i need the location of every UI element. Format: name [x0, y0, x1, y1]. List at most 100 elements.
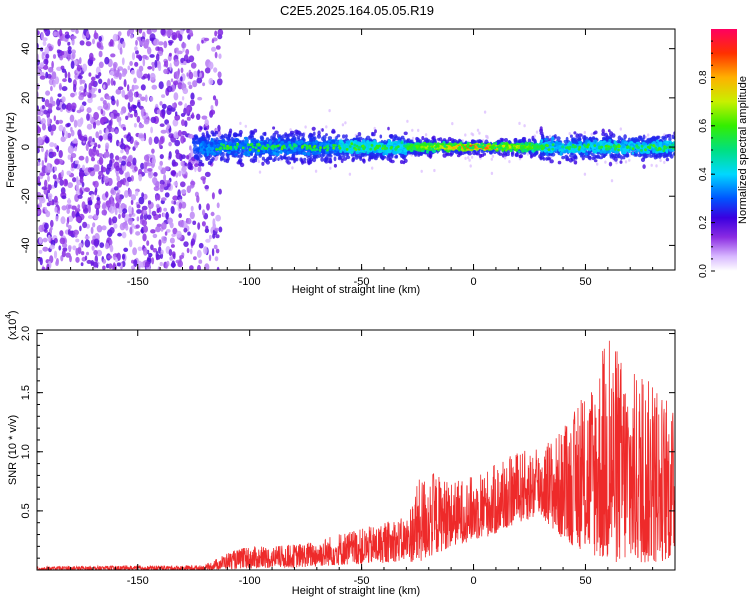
heatmap-cell-3458 — [417, 151, 422, 156]
heatmap-cell-3085 — [340, 158, 344, 164]
heatmap-cell-3630 — [199, 126, 203, 130]
heatmap-cell-345 — [187, 231, 191, 236]
heatmap-cell-1333 — [46, 162, 51, 171]
heatmap-cell-3210 — [367, 158, 371, 162]
heatmap-cell-593 — [192, 220, 197, 225]
heatmap-cell-1491 — [568, 132, 571, 136]
heatmap-cell-2352 — [640, 157, 646, 162]
heatmap-cell-3799 — [403, 154, 407, 158]
heatmap-cell-1001 — [64, 53, 67, 58]
heatmap-cell-3386 — [421, 136, 425, 141]
heatmap-cell-2707 — [327, 136, 333, 140]
heatmap-cell-852 — [116, 198, 121, 203]
heatmap-cell-430 — [84, 239, 91, 248]
heatmap-cell-935 — [196, 249, 202, 258]
heatmap-cell-2126 — [211, 132, 215, 137]
heatmap-cell-721 — [160, 167, 167, 175]
heatmap-cell-2953 — [564, 154, 568, 160]
heatmap-cell-1058 — [67, 197, 71, 206]
heatmap-cell-893 — [136, 209, 142, 214]
heatmap-cell-2934 — [531, 138, 536, 142]
heatmap-cell-923 — [180, 135, 185, 144]
heatmap-cell-1354 — [39, 172, 46, 177]
heatmap-cell-846 — [88, 205, 91, 214]
heatmap-cell-4604 — [366, 140, 370, 144]
heatmap-cell-3391 — [296, 135, 301, 139]
heatmap-cell-1361 — [153, 38, 160, 46]
heatmap-cell-994 — [215, 214, 222, 222]
heatmap-cell-555 — [66, 170, 72, 176]
heatmap-cell-3513 — [625, 153, 629, 158]
heatmap-cell-1310 — [103, 176, 110, 183]
heatmap-cell-1416 — [328, 109, 331, 113]
heatmap-cell-585 — [136, 204, 141, 209]
heatmap-cell-1190 — [57, 93, 62, 98]
heatmap-cell-830 — [152, 248, 158, 253]
heatmap-cell-275 — [41, 105, 45, 110]
heatmap-cell-1996 — [316, 134, 322, 139]
heatmap-cell-684 — [135, 190, 139, 196]
heatmap-cell-3415 — [263, 131, 267, 137]
heatmap-cell-1366 — [90, 261, 94, 266]
heatmap-cell-216 — [56, 66, 62, 72]
heatmap-cell-127 — [74, 91, 77, 96]
heatmap-cell-1477 — [258, 170, 262, 174]
heatmap-cell-1590 — [464, 133, 467, 137]
heatmap-cell-1154 — [73, 83, 77, 93]
heatmap-cell-1802 — [547, 157, 551, 161]
heatmap-cell-1092 — [130, 265, 136, 270]
heatmap-cell-1368 — [149, 96, 154, 102]
heatmap-cell-545 — [47, 73, 52, 79]
heatmap-cell-826 — [151, 177, 157, 184]
heatmap-cell-706 — [90, 141, 95, 146]
heatmap-cell-1077 — [161, 94, 166, 98]
heatmap-cell-1081 — [98, 129, 102, 135]
heatmap-cell-3599 — [587, 150, 592, 155]
heatmap-cell-1131 — [54, 206, 58, 213]
heatmap-cell-2995 — [608, 161, 613, 167]
heatmap-cell-1140 — [168, 141, 172, 147]
heatmap-cell-69 — [60, 136, 66, 143]
heatmap-cell-467 — [110, 78, 114, 86]
heatmap-cell-865 — [127, 188, 132, 198]
heatmap-cell-1050 — [91, 245, 95, 251]
heatmap-cell-818 — [98, 88, 102, 94]
heatmap-cell-1550 — [467, 156, 470, 160]
heatmap-cell-1346 — [67, 204, 72, 209]
heatmap-cell-539 — [153, 136, 159, 144]
heatmap-cell-927 — [92, 261, 98, 268]
heatmap-cell-1284 — [161, 222, 167, 230]
heatmap-cell-1177 — [115, 155, 120, 161]
heatmap-cell-173 — [160, 249, 164, 255]
heatmap-cell-952 — [190, 205, 194, 212]
heatmap-cell-4019 — [544, 138, 549, 141]
heatmap-cell-777 — [189, 265, 194, 270]
heatmap-cell-144 — [85, 143, 89, 151]
heatmap-cell-516 — [67, 41, 71, 46]
heatmap-cell-1413 — [526, 152, 529, 156]
heatmap-cell-296 — [196, 43, 201, 52]
heatmap-cell-1037 — [116, 180, 123, 188]
heatmap-cell-1274 — [122, 126, 127, 131]
heatmap-cell-87 — [151, 64, 155, 72]
heatmap-cell-1153 — [105, 200, 111, 208]
heatmap-cell-1496 — [417, 128, 420, 132]
heatmap-cell-1053 — [150, 244, 154, 251]
heatmap-cell-1070 — [48, 103, 53, 111]
heatmap-cell-1261 — [166, 85, 173, 93]
heatmap-cell-1294 — [123, 247, 129, 252]
heatmap-cell-897 — [159, 123, 165, 127]
heatmap-cell-975 — [61, 249, 66, 258]
heatmap-cell-1049 — [75, 29, 79, 34]
heatmap-cell-710 — [52, 174, 57, 180]
heatmap-cell-1214 — [199, 72, 202, 78]
heatmap-cell-1088 — [134, 166, 138, 172]
heatmap-cell-2757 — [601, 128, 605, 134]
heatmap-cell-1504 — [490, 171, 494, 175]
heatmap-cell-3030 — [514, 137, 518, 142]
heatmap-cell-263 — [62, 78, 67, 83]
heatmap-cell-1244 — [49, 200, 54, 206]
heatmap-cell-778 — [198, 259, 203, 264]
heatmap-cell-3752 — [301, 136, 305, 141]
heatmap-cell-1348 — [95, 208, 100, 216]
